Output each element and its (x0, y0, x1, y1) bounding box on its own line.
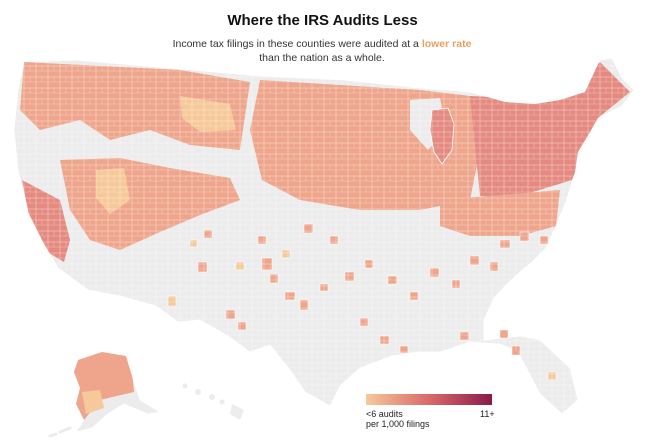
legend-high-label: 11+ (480, 409, 495, 419)
legend-gradient-bar (366, 394, 492, 405)
hawaii-inset (182, 383, 244, 420)
subtitle-highlight: lower rate (421, 38, 472, 50)
subtitle-before: Income tax filings in these counties wer… (172, 38, 419, 50)
color-legend: <6 audits per 1,000 filings 11+ (366, 394, 496, 434)
aleutian-islands (48, 426, 72, 438)
legend-low-line2: per 1,000 filings (366, 419, 430, 429)
subtitle-after: than the nation as a whole. (259, 52, 385, 64)
map-subtitle: Income tax filings in these counties wer… (172, 37, 472, 65)
legend-low-line1: <6 audits (366, 409, 403, 419)
legend-low-label: <6 audits per 1,000 filings (366, 409, 446, 429)
alaska-inset (48, 351, 162, 438)
map-title: Where the IRS Audits Less (227, 12, 418, 29)
alaska-light (82, 390, 104, 414)
